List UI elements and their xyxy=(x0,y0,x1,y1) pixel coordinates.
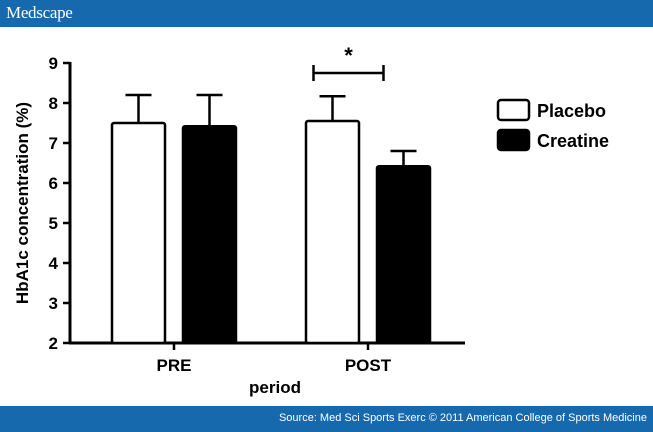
bar-creatine-post xyxy=(375,164,432,345)
y-tick-label: 9 xyxy=(49,54,58,73)
bar-placebo-post xyxy=(304,119,361,345)
legend-label-creatine: Creatine xyxy=(537,131,609,151)
y-tick-label: 4 xyxy=(49,254,59,273)
x-tick-label: POST xyxy=(345,356,392,375)
y-tick-label: 5 xyxy=(49,214,58,233)
legend-label-placebo: Placebo xyxy=(537,101,606,121)
y-tick-label: 8 xyxy=(49,94,58,113)
bar-chart: 2 3 4 5 6 7 8 9 HbA1c concentration (%) PRE POST pe… xyxy=(13,43,609,397)
y-tick-label: 7 xyxy=(49,134,58,153)
header-bar: Medscape xyxy=(0,0,653,27)
source-credit: Source: Med Sci Sports Exerc © 2011 Amer… xyxy=(278,412,647,424)
x-tick-label: PRE xyxy=(157,356,192,375)
y-tick-label: 3 xyxy=(49,294,58,313)
legend-swatch-creatine xyxy=(496,128,531,152)
significance-star: * xyxy=(344,43,353,68)
footer-bar: Source: Med Sci Sports Exerc © 2011 Amer… xyxy=(0,406,653,432)
legend-swatch-placebo xyxy=(496,98,531,122)
y-axis-title: HbA1c concentration (%) xyxy=(13,102,32,304)
y-tick-label: 6 xyxy=(49,174,58,193)
medscape-logo: Medscape xyxy=(6,3,73,22)
y-tick-label: 2 xyxy=(49,334,58,353)
x-axis-title: period xyxy=(249,378,301,397)
bar-creatine-pre xyxy=(181,124,238,345)
bar-placebo-pre xyxy=(110,121,167,345)
